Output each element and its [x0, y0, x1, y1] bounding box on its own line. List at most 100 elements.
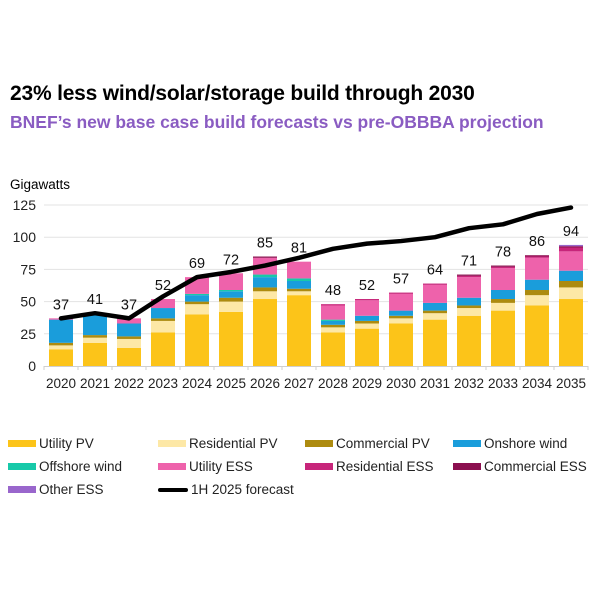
bar-segment-onshore-wind	[185, 295, 209, 302]
bar-segment-commercial-pv	[423, 310, 447, 314]
legend-item-utility-pv: Utility PV	[8, 436, 94, 451]
bar-segment-utility-pv	[117, 347, 141, 366]
legend-item-commercial-pv: Commercial PV	[305, 436, 430, 451]
legend-item-onshore-wind: Onshore wind	[453, 436, 567, 451]
bar-stack-2020	[49, 318, 73, 366]
legend-swatch	[158, 487, 188, 492]
legend-label: Commercial ESS	[484, 459, 587, 474]
x-tick-label: 2031	[420, 376, 450, 391]
bar-segment-other-ess	[559, 244, 583, 247]
bar-segment-residential-ess	[321, 304, 345, 306]
legend-swatch	[158, 463, 186, 470]
bar-stack-2033	[491, 265, 515, 366]
bar-segment-onshore-wind	[423, 302, 447, 311]
bar-segment-residential-pv	[49, 345, 73, 350]
legend-item-other-ess: Other ESS	[8, 482, 104, 497]
bar-segment-residential-pv	[457, 308, 481, 316]
total-data-label: 48	[325, 283, 341, 299]
legend-swatch	[453, 440, 481, 447]
legend-label: Utility PV	[39, 436, 94, 451]
bar-segment-commercial-ess	[457, 274, 481, 276]
y-axis-ticks: 0 25 50 75 100 125	[13, 197, 37, 374]
bar-segment-utility-pv	[355, 328, 379, 366]
total-data-label: 86	[529, 234, 545, 250]
bar-segment-commercial-pv	[355, 320, 379, 324]
bar-segment-residential-ess	[559, 247, 583, 252]
bar-segment-utility-pv	[151, 332, 175, 366]
total-data-label: 69	[189, 256, 205, 272]
forecast-line	[58, 205, 574, 321]
bar-segment-utility-ess	[525, 257, 549, 280]
bar-segment-utility-pv	[457, 315, 481, 366]
legend-label: Residential ESS	[336, 459, 434, 474]
bar-segment-onshore-wind	[355, 315, 379, 321]
bar-segment-residential-pv	[355, 323, 379, 329]
bar-stack-2022	[117, 318, 141, 366]
bar-segment-offshore-wind	[185, 293, 209, 296]
bar-segment-onshore-wind	[525, 279, 549, 291]
bar-segment-commercial-pv	[457, 305, 481, 309]
y-tick-label: 25	[20, 326, 36, 342]
bar-stack-2030	[389, 292, 413, 366]
total-data-label: 72	[223, 252, 239, 268]
bar-segment-onshore-wind	[559, 270, 583, 281]
bar-stack-2035	[559, 244, 583, 366]
bar-segment-utility-pv	[185, 314, 209, 366]
legend-label: Utility ESS	[189, 459, 253, 474]
x-axis: 2020 2021 2022 2023 2024 2025 2026 2027 2028 2029…	[43, 366, 589, 391]
bar-segment-utility-ess	[423, 284, 447, 303]
y-axis-label: Gigawatts	[10, 177, 71, 192]
bars	[49, 244, 583, 366]
legend-swatch	[305, 440, 333, 447]
bar-stack-2021	[83, 313, 107, 366]
y-tick-label: 50	[20, 294, 36, 310]
bar-segment-residential-ess	[457, 275, 481, 278]
bar-segment-commercial-pv	[287, 288, 311, 292]
bar-segment-onshore-wind	[253, 277, 277, 288]
legend-item-offshore-wind: Offshore wind	[8, 459, 122, 474]
bar-segment-utility-pv	[287, 295, 311, 366]
bar-segment-commercial-pv	[253, 287, 277, 292]
bar-segment-residential-pv	[83, 337, 107, 343]
bar-segment-utility-pv	[423, 319, 447, 366]
bar-segment-utility-pv	[559, 299, 583, 366]
bar-segment-commercial-ess	[253, 256, 277, 258]
total-data-label: 94	[563, 224, 579, 240]
legend-item-utility-ess: Utility ESS	[158, 459, 253, 474]
legend-swatch	[453, 463, 481, 470]
bar-stack-2034	[525, 255, 549, 366]
bar-segment-utility-ess	[151, 299, 175, 309]
bar-segment-commercial-pv	[559, 280, 583, 288]
legend-item-commercial-ess: Commercial ESS	[453, 459, 587, 474]
total-data-label: 71	[461, 254, 477, 270]
bar-segment-commercial-pv	[49, 342, 73, 346]
bar-segment-commercial-pv	[151, 318, 175, 321]
bar-stack-2026	[253, 256, 277, 366]
bar-segment-offshore-wind	[287, 278, 311, 281]
legend-item-1h-2025-forecast: 1H 2025 forecast	[158, 482, 294, 497]
legend-swatch	[305, 463, 333, 470]
bar-segment-residential-pv	[525, 295, 549, 306]
bar-segment-utility-ess	[117, 318, 141, 324]
bar-segment-residential-ess	[525, 256, 549, 258]
bar-segment-utility-pv	[491, 310, 515, 366]
bar-segment-onshore-wind	[491, 290, 515, 300]
bar-segment-onshore-wind	[151, 308, 175, 319]
bar-segment-utility-pv	[83, 342, 107, 366]
bar-segment-onshore-wind	[49, 319, 73, 343]
bar-stack-2032	[457, 274, 481, 366]
bar-segment-onshore-wind	[83, 314, 107, 336]
bar-segment-residential-pv	[185, 304, 209, 315]
bar-segment-commercial-pv	[219, 297, 243, 302]
x-tick-label: 2029	[352, 376, 382, 391]
total-data-label: 52	[155, 278, 171, 294]
x-tick-label: 2030	[386, 376, 416, 391]
bar-stack-2023	[151, 299, 175, 366]
bar-segment-residential-pv	[253, 291, 277, 300]
x-tick-label: 2023	[148, 376, 178, 391]
bar-segment-residential-pv	[321, 327, 345, 333]
total-data-label: 64	[427, 263, 443, 279]
total-data-label: 81	[291, 241, 307, 257]
total-data-label: 37	[53, 297, 69, 313]
legend-label: Residential PV	[189, 436, 278, 451]
